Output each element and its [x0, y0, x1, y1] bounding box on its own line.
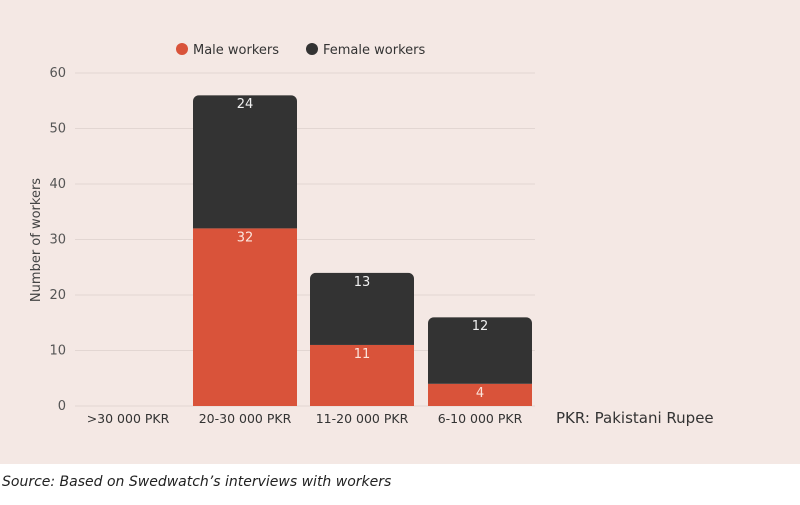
- y-tick-label: 10: [49, 344, 66, 359]
- source-note: Source: Based on Swedwatch’s interviews …: [2, 474, 392, 490]
- x-category-label: 20-30 000 PKR: [199, 411, 292, 426]
- stacked-bar-chart: 0 10 20 30 40 50 60 >30 000 PKR 20-30 000 PKR 11…: [29, 43, 714, 427]
- bar-segment-male: [428, 383, 532, 406]
- bar-stack: [428, 317, 532, 406]
- legend-marker-female: [306, 43, 318, 55]
- data-label: 11: [354, 347, 371, 362]
- y-axis-label: Number of workers: [29, 178, 44, 302]
- chart-figure: 0 10 20 30 40 50 60 >30 000 PKR 20-30 000 PKR 11…: [0, 0, 800, 464]
- data-label: 4: [476, 386, 484, 401]
- bar-segment-male: [193, 228, 297, 406]
- x-category-label: >30 000 PKR: [87, 411, 170, 426]
- data-label: 32: [237, 230, 254, 245]
- bar-stack: [193, 95, 297, 406]
- legend-label: Male workers: [193, 43, 279, 58]
- bar-stack: [310, 272, 414, 406]
- bar-segment-female: [310, 272, 414, 345]
- x-category-label: 6-10 000 PKR: [438, 411, 523, 426]
- bar-segment-male: [310, 344, 414, 406]
- y-tick-label: 50: [49, 122, 66, 137]
- y-tick-label: 20: [49, 288, 66, 303]
- y-tick-label: 30: [49, 233, 66, 248]
- y-tick-label: 40: [49, 177, 66, 192]
- x-category-label: 11-20 000 PKR: [316, 411, 409, 426]
- bar-segment-female: [428, 317, 532, 384]
- legend-marker-male: [176, 43, 188, 55]
- data-label: 24: [237, 97, 254, 112]
- legend-label: Female workers: [323, 43, 425, 58]
- y-tick-label: 0: [58, 399, 66, 414]
- data-label: 12: [472, 319, 489, 334]
- y-tick-label: 60: [49, 66, 66, 81]
- bar-segment-female: [193, 95, 297, 229]
- currency-note: PKR: Pakistani Rupee: [556, 409, 714, 427]
- data-label: 13: [354, 275, 371, 290]
